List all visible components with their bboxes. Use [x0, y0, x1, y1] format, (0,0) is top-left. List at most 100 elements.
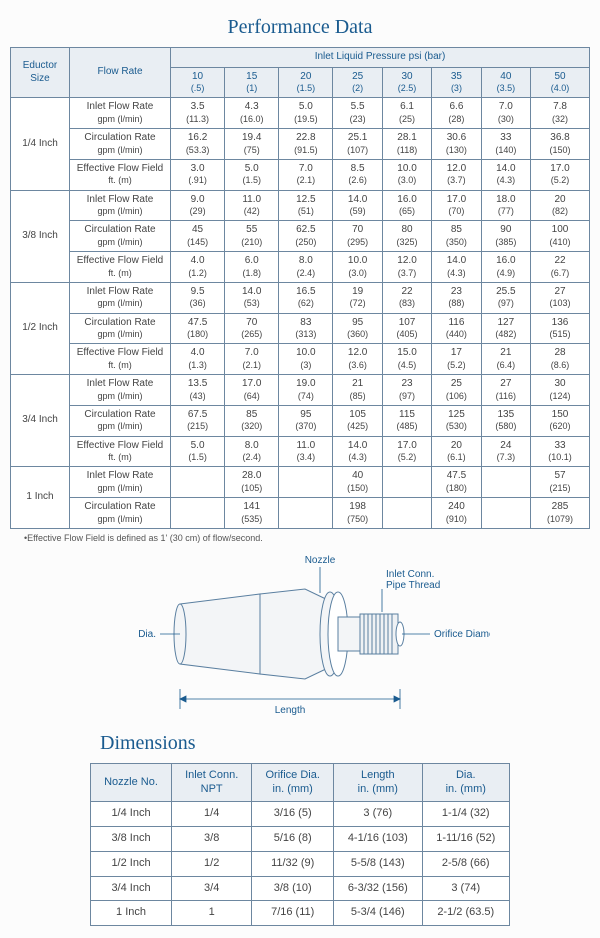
col-eductor-size: Eductor Size: [11, 48, 70, 98]
data-cell: 9.0(29): [171, 190, 225, 221]
dim-cell: 1-1/4 (32): [422, 802, 509, 827]
data-cell: 285(1079): [531, 498, 590, 529]
data-cell: 14.0(59): [333, 190, 382, 221]
data-cell: 22(83): [382, 282, 431, 313]
dim-col: Inlet Conn. NPT: [172, 763, 252, 802]
dim-cell: 4-1/16 (103): [334, 827, 422, 852]
data-cell: 17.0(64): [225, 375, 279, 406]
col-pressure: 15(1): [225, 67, 279, 98]
data-cell: 6.1(25): [382, 98, 431, 129]
data-cell: 33(140): [481, 129, 530, 160]
data-cell: [171, 498, 225, 529]
size-cell: 1 Inch: [11, 467, 70, 529]
dim-cell: 3/16 (5): [252, 802, 334, 827]
col-pressure: 40(3.5): [481, 67, 530, 98]
dim-cell: 1-11/16 (52): [422, 827, 509, 852]
data-cell: 16.0(4.9): [481, 252, 530, 283]
data-cell: 5.0(1.5): [171, 436, 225, 467]
col-pressure: 35(3): [432, 67, 481, 98]
dim-cell: 1/4 Inch: [91, 802, 172, 827]
data-cell: 7.8(32): [531, 98, 590, 129]
size-cell: 1/2 Inch: [11, 282, 70, 374]
rowlabel-eff: Effective Flow Fieldft. (m): [70, 436, 171, 467]
data-cell: 7.0(2.1): [225, 344, 279, 375]
data-cell: 28(8.6): [531, 344, 590, 375]
data-cell: [171, 467, 225, 498]
dim-cell: 1/2 Inch: [91, 851, 172, 876]
data-cell: 62.5(250): [279, 221, 333, 252]
data-cell: [481, 467, 530, 498]
data-cell: 25.1(107): [333, 129, 382, 160]
data-cell: 8.5(2.6): [333, 159, 382, 190]
data-cell: [382, 467, 431, 498]
rowlabel-eff: Effective Flow Fieldft. (m): [70, 159, 171, 190]
data-cell: 28.0(105): [225, 467, 279, 498]
data-cell: 105(425): [333, 405, 382, 436]
data-cell: 10.0(3.0): [333, 252, 382, 283]
dim-cell: 5/16 (8): [252, 827, 334, 852]
col-flow-rate: Flow Rate: [70, 48, 171, 98]
data-cell: 16.0(65): [382, 190, 431, 221]
data-cell: 4.3(16.0): [225, 98, 279, 129]
data-cell: 27(103): [531, 282, 590, 313]
dim-cell: 2-5/8 (66): [422, 851, 509, 876]
label-nozzle: Nozzle: [305, 555, 336, 566]
data-cell: 19.0(74): [279, 375, 333, 406]
data-cell: 83(313): [279, 313, 333, 344]
data-cell: 8.0(2.4): [279, 252, 333, 283]
data-cell: 16.2(53.3): [171, 129, 225, 160]
data-cell: 47.5(180): [432, 467, 481, 498]
data-cell: 19.4(75): [225, 129, 279, 160]
data-cell: 12.0(3.7): [432, 159, 481, 190]
rowlabel-eff: Effective Flow Fieldft. (m): [70, 344, 171, 375]
data-cell: 100(410): [531, 221, 590, 252]
data-cell: 70(265): [225, 313, 279, 344]
dim-cell: 3/8 (10): [252, 876, 334, 901]
data-cell: [382, 498, 431, 529]
rowlabel-inlet: Inlet Flow Rategpm (l/min): [70, 467, 171, 498]
data-cell: 20(82): [531, 190, 590, 221]
dim-cell: 3/8: [172, 827, 252, 852]
rowlabel-inlet: Inlet Flow Rategpm (l/min): [70, 282, 171, 313]
dim-cell: 5-5/8 (143): [334, 851, 422, 876]
data-cell: 150(620): [531, 405, 590, 436]
data-cell: 12.0(3.7): [382, 252, 431, 283]
dimensions-title: Dimensions: [100, 732, 590, 755]
data-cell: 14.0(53): [225, 282, 279, 313]
performance-table: Eductor Size Flow Rate Inlet Liquid Pres…: [10, 47, 590, 529]
data-cell: 5.5(23): [333, 98, 382, 129]
data-cell: 7.0(2.1): [279, 159, 333, 190]
data-cell: 23(97): [382, 375, 431, 406]
data-cell: [279, 498, 333, 529]
data-cell: 16.5(62): [279, 282, 333, 313]
data-cell: 3.5(11.3): [171, 98, 225, 129]
size-cell: 1/4 Inch: [11, 98, 70, 190]
dim-cell: 11/32 (9): [252, 851, 334, 876]
data-cell: 25(106): [432, 375, 481, 406]
dim-cell: 2-1/2 (63.5): [422, 901, 509, 926]
rowlabel-circ: Circulation Rategpm (l/min): [70, 313, 171, 344]
data-cell: 240(910): [432, 498, 481, 529]
data-cell: 4.0(1.2): [171, 252, 225, 283]
dim-cell: 3 (76): [334, 802, 422, 827]
data-cell: [481, 498, 530, 529]
data-cell: 19(72): [333, 282, 382, 313]
data-cell: 95(360): [333, 313, 382, 344]
data-cell: 12.5(51): [279, 190, 333, 221]
rowlabel-circ: Circulation Rategpm (l/min): [70, 221, 171, 252]
dim-cell: 6-3/32 (156): [334, 876, 422, 901]
data-cell: 45(145): [171, 221, 225, 252]
data-cell: 17.0(5.2): [531, 159, 590, 190]
rowlabel-eff: Effective Flow Fieldft. (m): [70, 252, 171, 283]
data-cell: 12.0(3.6): [333, 344, 382, 375]
data-cell: 17(5.2): [432, 344, 481, 375]
rowlabel-circ: Circulation Rategpm (l/min): [70, 129, 171, 160]
data-cell: 11.0(42): [225, 190, 279, 221]
data-cell: 20(6.1): [432, 436, 481, 467]
data-cell: 141(535): [225, 498, 279, 529]
data-cell: 7.0(30): [481, 98, 530, 129]
data-cell: 14.0(4.3): [432, 252, 481, 283]
dim-col: Nozzle No.: [91, 763, 172, 802]
data-cell: 24(7.3): [481, 436, 530, 467]
col-pressure-group: Inlet Liquid Pressure psi (bar): [171, 48, 590, 68]
